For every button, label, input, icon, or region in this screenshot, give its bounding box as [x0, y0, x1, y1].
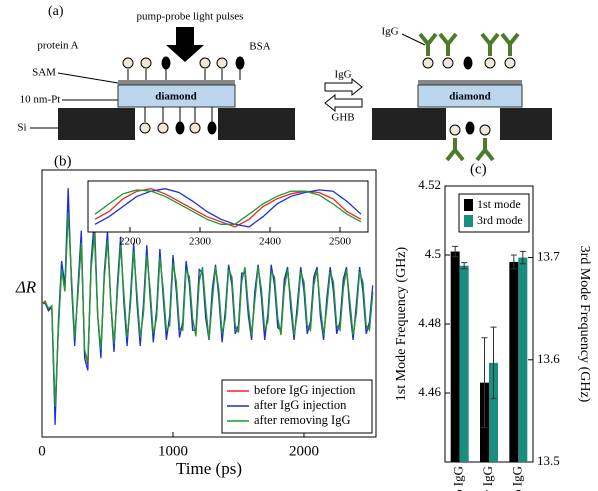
forward-arrow [324, 77, 363, 97]
y2-axis-label: 3rd Mode Frequency (GHz) [577, 246, 592, 403]
sam-layer [418, 80, 522, 85]
si [58, 108, 135, 140]
bar [518, 257, 528, 462]
legend-swatch [464, 215, 473, 227]
legend-label: after removing IgG [254, 413, 351, 427]
series-line [41, 212, 374, 407]
y-tick-label: 4.48 [418, 315, 441, 330]
series-line [94, 188, 362, 228]
label: GHB [331, 112, 354, 124]
x-tick-label: 2500 [329, 236, 352, 248]
error-bar [510, 254, 517, 270]
label: Si [17, 122, 26, 134]
diagram: (a) pump-probe light pulses protein A BS… [17, 4, 552, 162]
y2-tick-label: 13.7 [537, 249, 560, 264]
x-tick-label: w/o IgG [451, 466, 466, 491]
pump-arrow [166, 27, 204, 62]
bar [489, 362, 498, 462]
label: BSA [249, 41, 270, 53]
panel-label: (c) [470, 161, 487, 177]
si [218, 108, 295, 140]
label: IgG [334, 69, 351, 81]
x-tick-label: 2300 [189, 236, 212, 248]
panel-label: (b) [54, 153, 72, 169]
x-tick-label: 2000 [289, 443, 319, 459]
error-bar [481, 337, 488, 428]
back-arrow [324, 93, 363, 113]
label: IgG [381, 26, 398, 38]
sam-layer [118, 80, 235, 85]
label: 10 nm-Pt [20, 94, 61, 106]
error-bar [490, 326, 497, 400]
y-tick-label: 4.5 [425, 246, 441, 261]
x-tick-label: w/o IgG [509, 466, 524, 491]
diamond [117, 84, 236, 108]
series-line [94, 189, 362, 225]
igg [418, 32, 520, 162]
proteins [422, 56, 516, 136]
bar [450, 251, 460, 462]
x-tick-label: 0 [38, 443, 46, 459]
legend-label: 3rd mode [477, 213, 523, 227]
legend-label: before IgG injection [254, 383, 356, 397]
bar [509, 261, 519, 462]
sam-chains [127, 69, 241, 122]
x-tick-label: w IgG [480, 466, 495, 491]
legend-label: 1st mode [477, 197, 521, 211]
label: diamond [155, 91, 197, 103]
legend-label: after IgG injection [254, 398, 347, 412]
leader [401, 33, 426, 46]
bar [459, 265, 469, 462]
error-bar [519, 250, 526, 265]
si [500, 108, 552, 140]
y-tick-label: 4.46 [418, 384, 441, 399]
label: diamond [449, 91, 491, 103]
x-tick-label: 2400 [259, 236, 282, 248]
y-axis-label: ΔR [15, 277, 37, 296]
x-tick-label: 1000 [158, 443, 188, 459]
error-bar [461, 262, 468, 270]
si [372, 108, 446, 140]
diamond [417, 84, 523, 108]
legend-swatch [464, 199, 473, 211]
y-axis-label: 1st Mode Frequency (GHz) [394, 246, 409, 401]
leader [57, 72, 119, 84]
error-bar [452, 245, 459, 258]
label: SAM [32, 67, 56, 79]
label: pump-probe light pulses [137, 11, 244, 23]
label: protein A [37, 40, 78, 52]
y2-tick-label: 13.5 [537, 453, 560, 468]
x-tick-label: 2200 [119, 236, 142, 248]
y2-tick-label: 13.6 [537, 351, 560, 366]
x-axis-label: Time (ps) [176, 459, 242, 478]
panel-label: (a) [48, 4, 64, 19]
y-tick-label: 4.52 [418, 177, 441, 192]
